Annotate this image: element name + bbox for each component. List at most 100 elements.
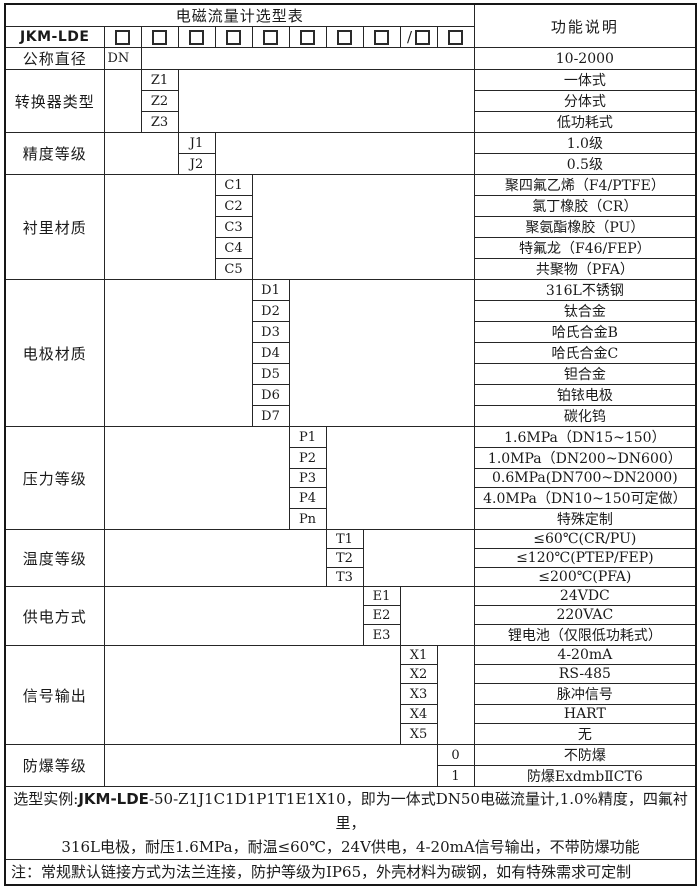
table-row: 信号输出 X1 4-20mA	[4, 645, 697, 745]
desc-cell: 低功耗式	[473, 111, 697, 133]
model-checkbox-cell-7[interactable]	[325, 26, 364, 48]
desc-cell: 4.0MPa（DN10~150可定做）	[473, 487, 697, 509]
example-text-line2: 316L电极，耐压1.6MPa，耐温≤60℃，24V供电，4-20mA信号输出，…	[61, 838, 640, 856]
code-cell: P4	[288, 487, 327, 509]
code-cell: Z1	[140, 69, 179, 91]
table-row: P3 0.6MPa(DN700~DN2000)	[5, 468, 697, 488]
code-cell: D4	[251, 342, 290, 364]
table-row: D3 哈氏合金B	[5, 321, 697, 343]
category-cell: 防爆等级	[4, 744, 105, 787]
code-cell: D1	[251, 279, 290, 301]
selection-table: 电磁流量计选型表 功能说明 JKM-LDE / 公称直径 DN 10-2000 转换器…	[4, 3, 698, 886]
table-row: X4 HART	[5, 704, 697, 724]
spacer-cell	[436, 645, 475, 745]
table-row: 精度等级 J1 1.0级	[4, 132, 697, 175]
model-checkbox-cell-10[interactable]	[436, 26, 475, 48]
code-cell: C5	[214, 258, 253, 280]
desc-cell: 特殊定制	[473, 508, 697, 530]
desc-cell: 钽合金	[473, 363, 697, 385]
table-row: C5 共聚物（PFA）	[5, 258, 697, 280]
spacer-cell	[103, 426, 290, 530]
desc-cell: 220VAC	[473, 605, 697, 625]
code-cell: J1	[177, 132, 216, 154]
desc-cell: 不防爆	[473, 744, 697, 766]
table-row: 防爆等级 0 不防爆	[4, 744, 697, 787]
code-cell: 0	[436, 744, 475, 766]
category-cell: 转换器类型	[4, 69, 105, 133]
code-cell: X5	[399, 723, 438, 745]
table-row: X2 RS-485	[5, 664, 697, 684]
desc-cell: 哈氏合金B	[473, 321, 697, 343]
table-title: 电磁流量计选型表	[4, 3, 475, 27]
checkbox-icon	[152, 29, 167, 45]
desc-cell: 1.0级	[473, 132, 697, 154]
spacer-cell	[103, 279, 253, 427]
code-cell: X3	[399, 683, 438, 705]
table-row: 温度等级 T1 ≤60℃(CR/PU)	[4, 529, 697, 587]
spacer-cell	[103, 174, 216, 280]
desc-cell: 1.6MPa（DN15~150）	[473, 426, 697, 448]
code-cell: D5	[251, 363, 290, 385]
desc-cell: RS-485	[473, 664, 697, 684]
desc-cell: 铂铱电极	[473, 384, 697, 406]
spacer-cell	[103, 645, 401, 745]
table-row: 压力等级 P1 1.6MPa（DN15~150）	[4, 426, 697, 530]
category-cell: 压力等级	[4, 426, 105, 530]
desc-cell: 1.0MPa（DN200~DN600）	[473, 447, 697, 469]
code-cell: T1	[325, 529, 364, 549]
model-checkbox-cell-8[interactable]	[362, 26, 401, 48]
example-text-line1: -50-Z1J1C1D1P1T1E1X10，即为一体式DN50电磁流量计,1.0…	[148, 790, 688, 832]
function-header: 功能说明	[473, 3, 697, 48]
spacer-cell	[103, 586, 364, 646]
header-rows: 电磁流量计选型表 功能说明 JKM-LDE /	[4, 3, 697, 48]
desc-cell: 聚四氟乙烯（F4/PTFE）	[473, 174, 697, 196]
desc-cell: ≤200℃(PFA)	[473, 567, 697, 587]
model-checkbox-cell-1[interactable]	[103, 26, 142, 48]
code-cell: X1	[399, 645, 438, 665]
model-checkbox-cell-9[interactable]: /	[399, 26, 438, 48]
checkbox-icon	[189, 29, 204, 45]
desc-cell: 4-20mA	[473, 645, 697, 665]
category-cell: 温度等级	[4, 529, 105, 587]
spacer-cell	[214, 132, 475, 175]
note-row: 注：常规默认链接方式为法兰连接，防护等级为IP65，外壳材料为碳钢，如有特殊需求…	[4, 859, 697, 885]
desc-cell: 0.6MPa(DN700~DN2000)	[473, 468, 697, 488]
checkbox-icon	[415, 29, 431, 45]
category-cell: 供电方式	[4, 586, 105, 646]
slash-mark: /	[406, 28, 413, 46]
model-checkbox-cell-5[interactable]	[251, 26, 290, 48]
spacer-cell	[325, 426, 475, 530]
category-cell: 信号输出	[4, 645, 105, 745]
desc-cell: 0.5级	[473, 153, 697, 175]
desc-cell: 哈氏合金C	[473, 342, 697, 364]
example-cell: 选型实例:JKM-LDE-50-Z1J1C1D1P1T1E1X10，即为一体式D…	[4, 786, 697, 860]
table-row: T3 ≤200℃(PFA)	[5, 567, 697, 587]
note-text: 注：常规默认链接方式为法兰连接，防护等级为IP65，外壳材料为碳钢，如有特殊需求…	[4, 859, 697, 885]
spacer-cell	[288, 279, 475, 427]
title-row: 电磁流量计选型表 功能说明	[4, 3, 697, 48]
model-checkbox-cell-4[interactable]	[214, 26, 253, 48]
table-row: 转换器类型 Z1 一体式	[4, 69, 697, 133]
spacer-cell	[399, 586, 475, 646]
spacer-cell	[140, 47, 475, 70]
section-rows: 公称直径 DN 10-2000 转换器类型 Z1 一体式 Z2 分体式 Z3 低功耗式 精度等级 J1…	[4, 47, 697, 787]
code-cell: P1	[288, 426, 327, 448]
category-cell: 公称直径	[4, 47, 105, 70]
table-row: P4 4.0MPa（DN10~150可定做）	[5, 487, 697, 509]
spacer-cell	[362, 529, 475, 587]
desc-cell: 氯丁橡胶（CR）	[473, 195, 697, 217]
desc-cell: ≤120℃(PTEP/FEP)	[473, 548, 697, 568]
model-checkbox-cell-3[interactable]	[177, 26, 216, 48]
model-checkbox-cell-6[interactable]	[288, 26, 327, 48]
desc-cell: 锂电池（仅限低功耗式）	[473, 624, 697, 646]
code-cell: P2	[288, 447, 327, 469]
code-cell: C1	[214, 174, 253, 196]
model-checkbox-cell-2[interactable]	[140, 26, 179, 48]
checkbox-icon	[115, 29, 130, 45]
code-cell: DN	[103, 47, 142, 70]
desc-cell: 316L不锈钢	[473, 279, 697, 301]
checkbox-icon	[337, 29, 352, 45]
table-row: X3 脉冲信号	[5, 683, 697, 705]
checkbox-icon	[448, 29, 464, 45]
code-cell: D6	[251, 384, 290, 406]
